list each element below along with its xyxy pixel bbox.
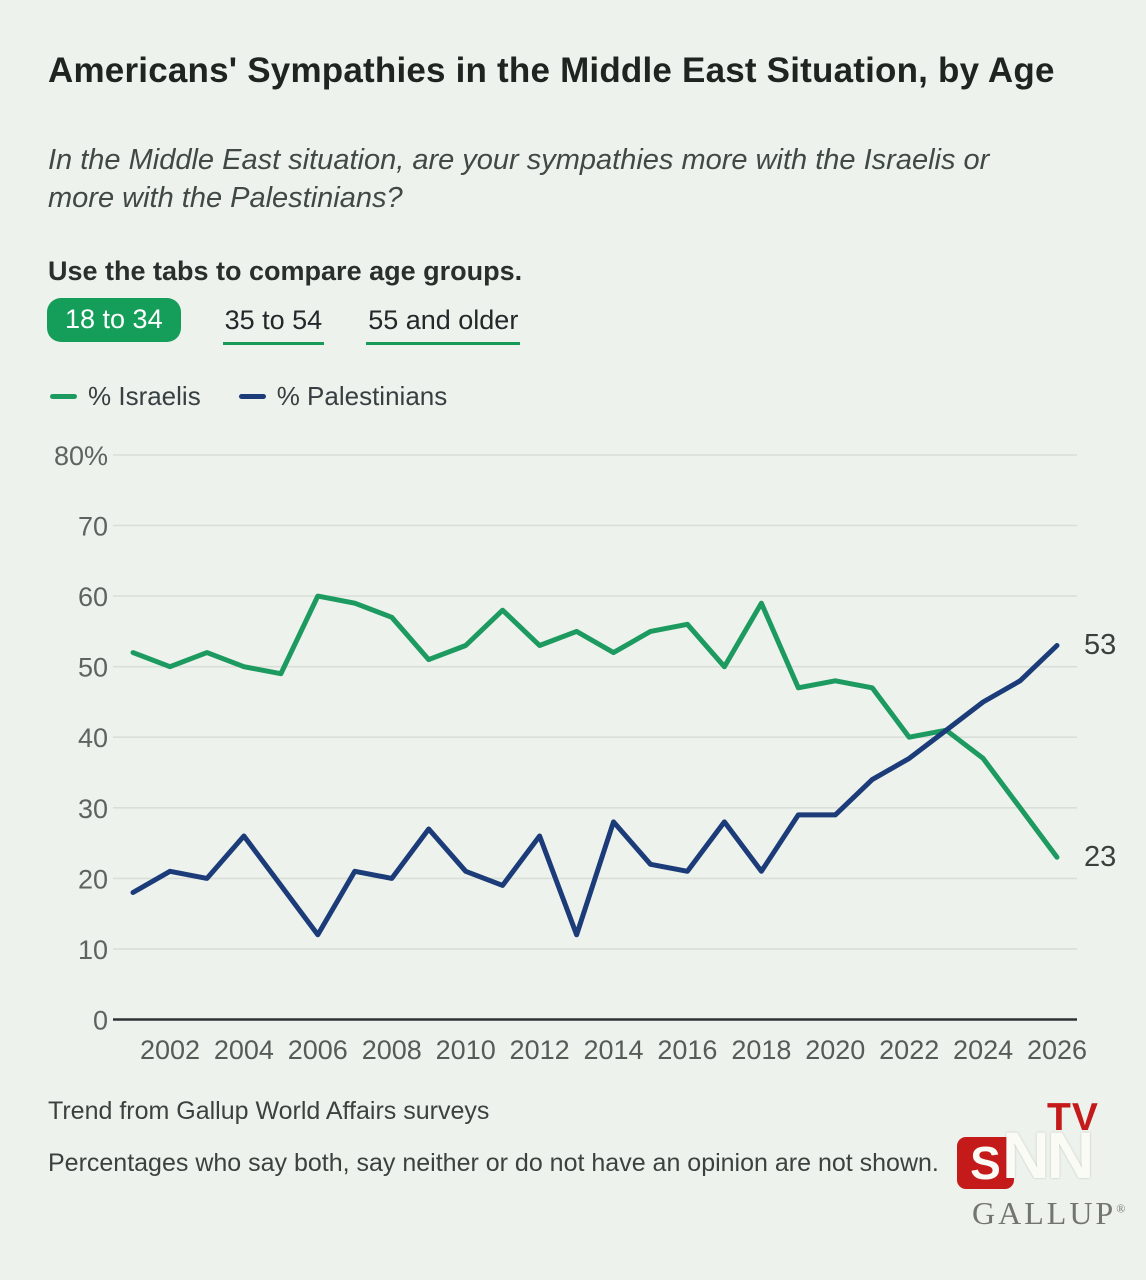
series-line-palestinians	[130, 643, 1060, 938]
page-subtitle: In the Middle East situation, are your s…	[48, 144, 990, 215]
legend: % Israelis % Palestinians	[50, 381, 447, 412]
y-axis-tick-label: 70	[78, 512, 108, 542]
snn-s-block: S	[957, 1137, 1014, 1189]
palestinians-line-swatch-icon	[238, 394, 266, 399]
x-axis-tick-label: 2012	[510, 1035, 570, 1065]
x-axis-tick-label: 2026	[1027, 1035, 1087, 1065]
snn-s-letter: S	[970, 1137, 1001, 1189]
page-title: Americans' Sympathies in the Middle East…	[48, 51, 1055, 90]
x-axis-tick-label: 2008	[362, 1035, 422, 1065]
legend-item-israelis: % Israelis	[50, 381, 201, 412]
y-axis-tick-label: 20	[78, 864, 108, 894]
tab-18-to-34[interactable]: 18 to 34	[47, 298, 181, 343]
age-group-tabs: 18 to 34 35 to 54 55 and older	[47, 298, 521, 345]
y-axis-tick-label: 80%	[54, 441, 108, 471]
legend-label-israelis: % Israelis	[88, 381, 201, 411]
gallup-wordmark: GALLUP®	[972, 1195, 1125, 1232]
palestinians-end-value-label: 53	[1084, 629, 1117, 661]
y-axis-tick-label: 40	[78, 723, 108, 753]
x-axis-tick-label: 2016	[657, 1035, 717, 1065]
snn-tv-logo: TV S NN	[955, 1096, 1125, 1196]
x-axis-tick-label: 2010	[436, 1035, 496, 1065]
tab-35-to-54[interactable]: 35 to 54	[222, 298, 325, 345]
x-axis-tick-label: 2002	[140, 1035, 200, 1065]
snn-nn-letters: NN	[1002, 1118, 1094, 1192]
source-note: Trend from Gallup World Affairs surveys	[48, 1097, 490, 1125]
legend-item-palestinians: % Palestinians	[238, 381, 448, 412]
gallup-text: GALLUP	[972, 1195, 1117, 1231]
israelis-end-value-label: 23	[1084, 841, 1117, 873]
y-axis-tick-label: 30	[78, 794, 108, 824]
tabs-instruction: Use the tabs to compare age groups.	[48, 256, 523, 286]
x-axis-tick-label: 2014	[583, 1035, 643, 1065]
y-axis-tick-label: 10	[78, 935, 108, 965]
israelis-line-swatch-icon	[50, 394, 77, 399]
x-axis-tick-label: 2004	[214, 1035, 274, 1065]
y-axis-tick-label: 50	[78, 653, 108, 683]
registered-trademark-icon: ®	[1116, 1201, 1126, 1216]
x-axis-tick-label: 2006	[288, 1035, 348, 1065]
x-axis-tick-label: 2020	[805, 1035, 865, 1065]
series-line-israelis	[130, 593, 1060, 860]
tab-55-and-older[interactable]: 55 and older	[366, 298, 521, 345]
legend-label-palestinians: % Palestinians	[276, 381, 448, 411]
snn-tv-text: TV	[1047, 1096, 1099, 1139]
x-axis-tick-label: 2022	[879, 1035, 939, 1065]
x-axis-tick-label: 2024	[953, 1035, 1013, 1065]
y-axis-tick-label: 0	[93, 1006, 108, 1036]
methodology-note: Percentages who say both, say neither or…	[48, 1149, 939, 1177]
y-axis-tick-label: 60	[78, 582, 108, 612]
x-axis-tick-label: 2018	[731, 1035, 791, 1065]
